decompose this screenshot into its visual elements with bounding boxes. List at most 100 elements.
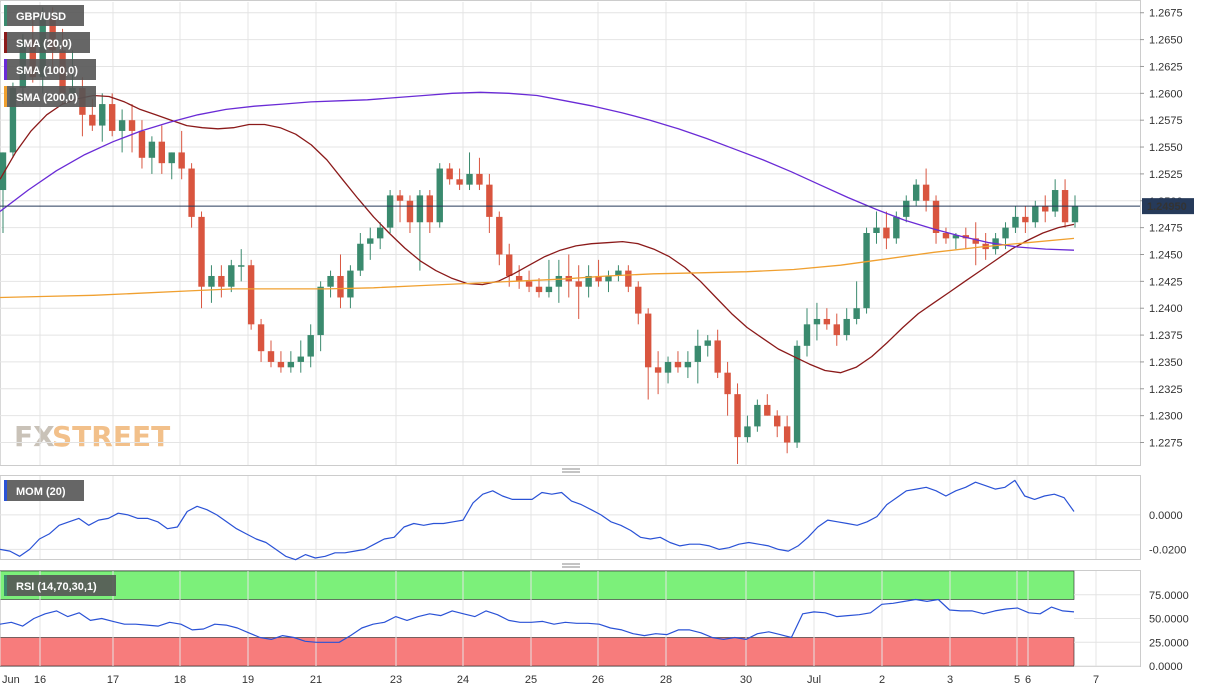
candle-bullish	[317, 281, 324, 352]
x-tick-label: 3	[947, 674, 953, 686]
candle-bearish	[724, 361, 731, 416]
sma20-line	[0, 94, 1075, 374]
legend-sma20[interactable]: SMA (20,0)	[4, 32, 90, 53]
x-tick-label: 21	[310, 674, 322, 686]
legend-rsi[interactable]: RSI (14,70,30,1)	[4, 575, 116, 596]
candle-bullish	[843, 308, 850, 341]
legend-sma200-label: SMA (200,0)	[16, 92, 78, 104]
candle-bearish	[922, 168, 930, 212]
candle-bullish	[952, 233, 960, 250]
rsi-tick-label: 75.0000	[1149, 590, 1189, 602]
legend-sma100[interactable]: SMA (100,0)	[4, 59, 96, 80]
mom-tick-label: -0.0200	[1149, 544, 1186, 556]
legend-sma100-label: SMA (100,0)	[16, 65, 78, 77]
mom-panel-resize-handle[interactable]	[562, 563, 580, 568]
candle-bearish	[158, 125, 166, 174]
legend-pair[interactable]: GBP/USD	[4, 5, 84, 26]
candle-bullish	[694, 329, 702, 384]
x-tick-label: 18	[174, 674, 186, 686]
candle-bullish	[744, 415, 751, 443]
candle-bearish	[138, 120, 146, 169]
candle-bearish	[932, 195, 940, 244]
candle-bearish	[883, 211, 890, 250]
candle-bearish	[446, 163, 453, 185]
candle-bearish	[1022, 206, 1029, 233]
candle-bullish	[99, 93, 106, 142]
legend-sma200[interactable]: SMA (200,0)	[4, 86, 96, 107]
candle-bearish	[257, 318, 265, 362]
candle-bearish	[426, 190, 434, 233]
price-tick-label: 1.2375	[1149, 330, 1183, 342]
legend-mom[interactable]: MOM (20)	[4, 480, 84, 501]
x-tick-label: 7	[1093, 674, 1099, 686]
price-tick-label: 1.2275	[1149, 438, 1183, 450]
grid-layer	[0, 2, 1140, 667]
fxstreet-watermark-logo: FX STREET	[14, 420, 170, 453]
candle-bullish	[416, 190, 424, 271]
candle-bullish	[367, 227, 374, 260]
candle-bullish	[0, 152, 7, 233]
x-tick-label: Jun	[2, 674, 20, 686]
candle-bullish	[873, 211, 880, 244]
candle-bullish	[615, 265, 622, 282]
rsi-line	[0, 598, 1075, 643]
candle-bullish	[148, 136, 156, 174]
candles-layer	[0, 7, 1079, 464]
candle-bearish	[942, 227, 950, 244]
rsi-tick-label: 50.0000	[1149, 614, 1189, 626]
last-price-box	[1142, 198, 1194, 215]
price-tick-label: 1.2325	[1149, 384, 1183, 396]
candle-bullish	[208, 265, 215, 303]
candle-bullish	[118, 109, 126, 153]
candle-bearish	[833, 313, 840, 346]
candle-bearish	[734, 383, 741, 464]
candle-bearish	[595, 259, 602, 287]
last-price-label: 1.24950	[1147, 201, 1187, 213]
candle-bullish	[228, 259, 235, 293]
price-tick-label: 1.2575	[1149, 115, 1183, 127]
candle-bearish	[476, 157, 483, 191]
candle-bullish	[347, 265, 354, 309]
price-tick-label: 1.2650	[1149, 35, 1183, 47]
legend-mom-label: MOM (20)	[16, 486, 66, 498]
x-tick-label: Jul	[807, 674, 821, 686]
candle-bearish	[178, 130, 185, 180]
mom-tick-label: 0.0000	[1149, 510, 1183, 522]
price-tick-label: 1.2525	[1149, 169, 1183, 181]
candle-bullish	[327, 270, 334, 298]
x-tick-label: 16	[34, 674, 46, 686]
candle-bearish	[456, 168, 463, 191]
x-tick-label: 6	[1025, 674, 1031, 686]
candle-bearish	[1042, 195, 1049, 223]
x-tick-label: 19	[242, 674, 254, 686]
x-tick-label: 25	[525, 674, 537, 686]
legend-rsi-label: RSI (14,70,30,1)	[16, 581, 97, 593]
candle-bearish	[644, 308, 652, 400]
price-tick-label: 1.2475	[1149, 223, 1183, 235]
candle-bearish	[247, 259, 255, 330]
sma200-line	[0, 237, 1075, 299]
price-panel-resize-handle[interactable]	[562, 468, 580, 473]
legend-sma20-label: SMA (20,0)	[16, 38, 72, 50]
candle-bearish	[406, 195, 414, 233]
candle-bearish	[535, 278, 543, 298]
price-tick-label: 1.2300	[1149, 411, 1183, 423]
legend-pair-label: GBP/USD	[16, 11, 66, 23]
x-tick-label: 5	[1014, 674, 1020, 686]
candle-bullish	[238, 249, 245, 282]
candle-bearish	[506, 243, 513, 287]
x-tick-label: 23	[390, 674, 402, 686]
x-tick-label: 24	[457, 674, 469, 686]
candle-bullish	[466, 152, 473, 191]
candle-bullish	[903, 195, 910, 223]
candle-bullish	[297, 340, 304, 373]
candle-bullish	[664, 356, 672, 384]
candle-bearish	[764, 394, 771, 416]
last-price-marker: 1.24950	[0, 198, 1194, 215]
candle-bearish	[277, 351, 285, 373]
candle-bullish	[287, 351, 295, 373]
candle-bearish	[515, 265, 523, 289]
candle-bullish	[555, 259, 563, 303]
candle-bearish	[218, 265, 225, 298]
